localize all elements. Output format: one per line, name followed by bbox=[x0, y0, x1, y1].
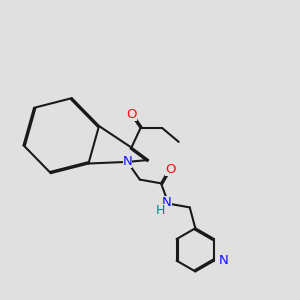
Text: N: N bbox=[218, 254, 228, 267]
Text: H: H bbox=[155, 204, 165, 217]
Text: N: N bbox=[162, 196, 172, 208]
Text: O: O bbox=[126, 108, 136, 121]
Text: N: N bbox=[122, 155, 132, 168]
Text: O: O bbox=[165, 163, 176, 176]
